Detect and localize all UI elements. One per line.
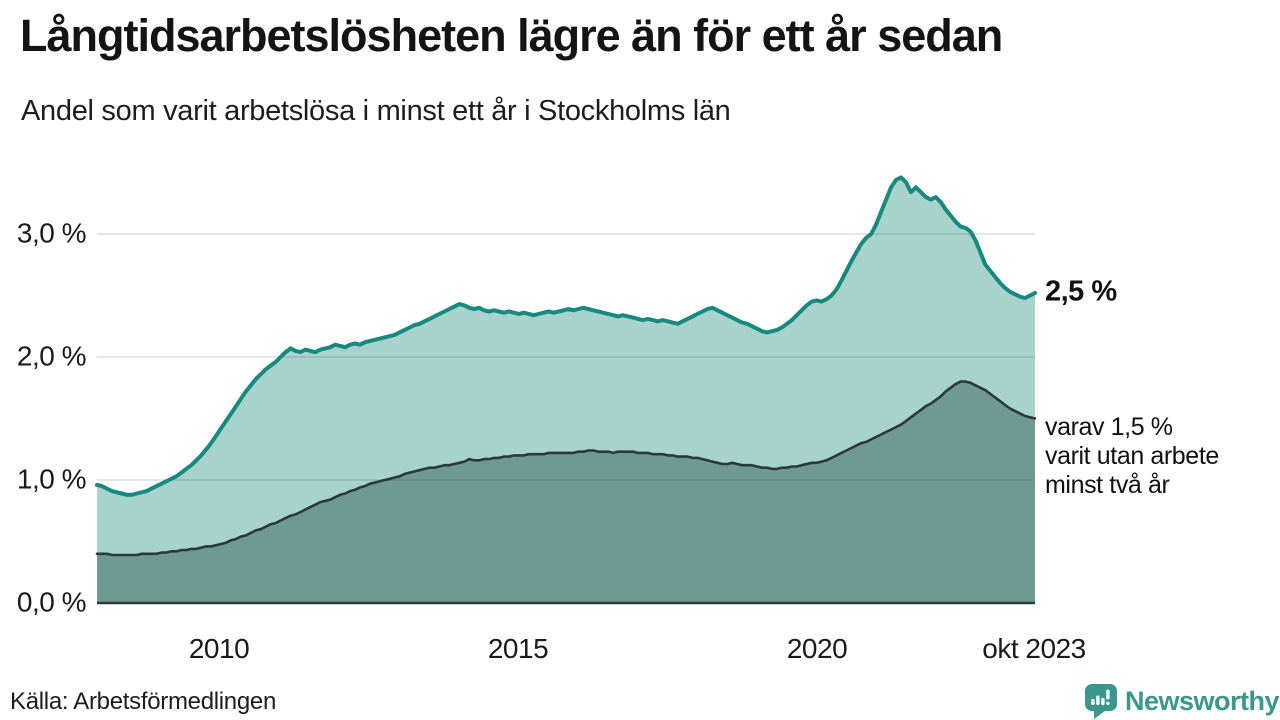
series2-annotation-line3: minst två år — [1045, 471, 1170, 499]
area-unemployed-2yr — [97, 381, 1035, 603]
series1-end-value-label: 2,5 % — [1045, 275, 1117, 308]
y-tick-2: 2,0 % — [16, 340, 87, 372]
series2-annotation-line2: varit utan arbete — [1045, 442, 1219, 470]
x-tick-2010: 2010 — [188, 633, 250, 664]
y-tick-3: 3,0 % — [16, 217, 87, 249]
page-title: Långtidsarbetslösheten lägre än för ett … — [20, 10, 1003, 61]
y-tick-1: 1,0 % — [16, 463, 87, 495]
x-tick-okt2023: okt 2023 — [982, 633, 1086, 664]
newsworthy-logo: Newsworthy — [1084, 682, 1280, 720]
line-unemployed-2yr — [95, 380, 1037, 557]
page-subtitle: Andel som varit arbetslösa i minst ett å… — [21, 95, 731, 127]
newsworthy-logo-text: Newsworthy — [1125, 685, 1280, 716]
line-unemployed-1yr — [95, 175, 1037, 497]
source-note: Källa: Arbetsförmedlingen — [10, 688, 276, 715]
y-tick-0: 0,0 % — [16, 586, 87, 618]
series2-annotation: varav 1,5 % varit utan arbete minst två … — [1045, 413, 1280, 500]
series2-annotation-line1: varav 1,5 % — [1045, 413, 1173, 441]
x-tick-2015: 2015 — [487, 633, 549, 664]
newsworthy-logo-icon — [1085, 683, 1117, 719]
x-tick-2020: 2020 — [786, 633, 848, 664]
